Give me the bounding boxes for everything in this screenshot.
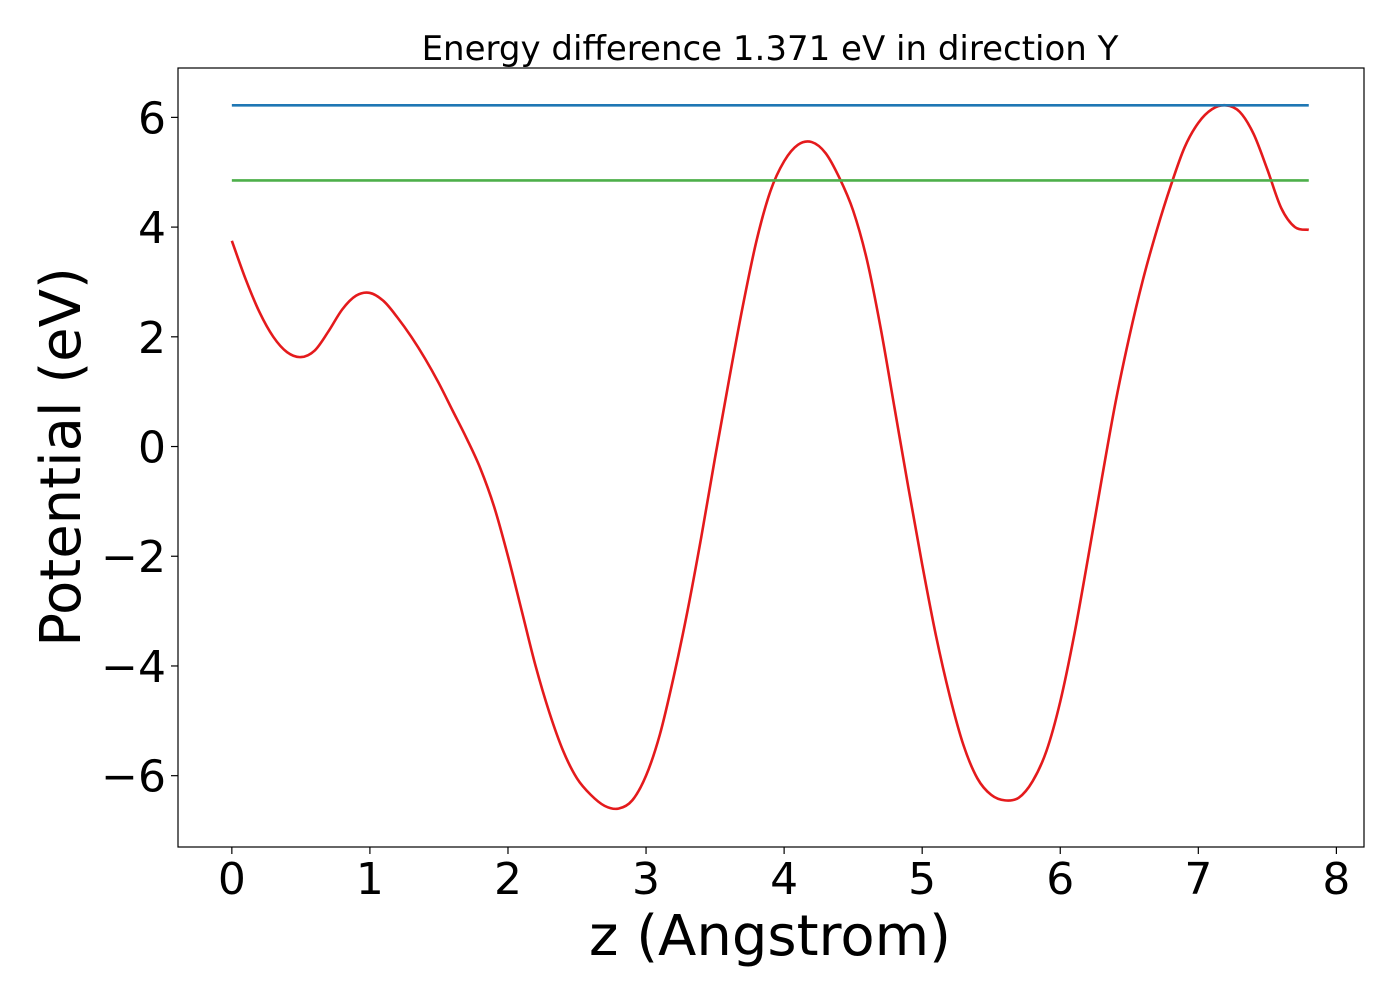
y-tick-label: 6	[138, 93, 166, 144]
x-axis-label: z (Angstrom)	[589, 904, 951, 969]
x-tick-label: 5	[908, 854, 936, 905]
y-tick-label: 2	[138, 313, 166, 364]
x-tick-label: 3	[632, 854, 660, 905]
y-axis-label: Potential (eV)	[29, 267, 94, 647]
y-tick-label: 0	[138, 423, 166, 474]
x-tick-label: 2	[494, 854, 522, 905]
x-tick-label: 1	[356, 854, 384, 905]
x-tick-label: 8	[1322, 854, 1350, 905]
x-tick-label: 0	[218, 854, 246, 905]
y-tick-label: −2	[101, 532, 166, 583]
potential-curve	[230, 103, 1310, 811]
y-tick-label: −4	[101, 642, 166, 693]
plot-area-frame	[177, 67, 1365, 848]
x-tick-label: 4	[770, 854, 798, 905]
x-tick-label: 6	[1046, 854, 1074, 905]
chart-title: Energy difference 1.371 eV in direction …	[422, 29, 1119, 69]
y-tick-label: 4	[138, 203, 166, 254]
x-tick-label: 7	[1184, 854, 1212, 905]
y-tick-label: −6	[101, 752, 166, 803]
